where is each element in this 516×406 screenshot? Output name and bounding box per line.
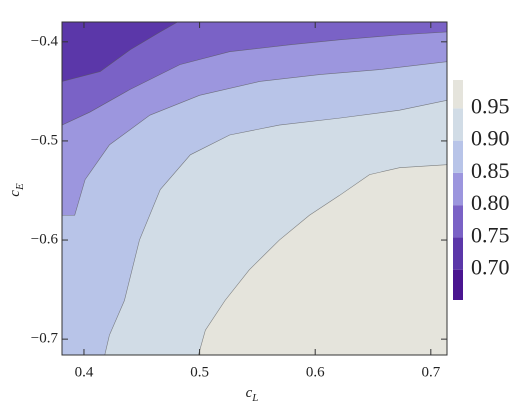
contour-area xyxy=(62,22,447,355)
y-tick-label: −0.5 xyxy=(31,132,58,148)
plot-frame xyxy=(61,21,448,356)
contour-line xyxy=(104,100,447,355)
y-label-main: c xyxy=(7,190,23,197)
y-tick-label: −0.7 xyxy=(31,331,59,347)
colorbar-label: 0.85 xyxy=(471,158,510,183)
contour-line xyxy=(62,61,447,216)
colorbar-band xyxy=(453,140,463,173)
x-tick-label: 0.6 xyxy=(306,364,325,380)
x-tick-label: 0.4 xyxy=(75,364,94,380)
colorbar-band xyxy=(453,205,463,238)
contour-line xyxy=(62,22,178,82)
contour-line xyxy=(198,164,447,355)
colorbar-label: 0.75 xyxy=(471,222,510,247)
axes: 0.4 0.5 0.6 0.7 −0.7 −0.6 −0.5 −0.4 xyxy=(31,21,448,380)
colorbar-band xyxy=(453,172,463,206)
contour-line xyxy=(62,31,447,126)
x-label-main: c xyxy=(246,385,253,401)
x-label-sub: L xyxy=(251,392,258,404)
colorbar-label: 0.70 xyxy=(471,255,510,280)
y-tick-label: −0.4 xyxy=(31,33,59,49)
colorbar-label: 0.80 xyxy=(471,190,510,215)
x-axis-label: cL xyxy=(246,385,259,403)
y-axis-label: cE xyxy=(7,183,25,197)
x-tick-label: 0.5 xyxy=(190,364,209,380)
colorbar-label: 0.95 xyxy=(471,93,510,118)
y-label-sub: E xyxy=(14,183,26,191)
colorbar-band xyxy=(453,269,463,300)
colorbar-band xyxy=(453,237,463,270)
y-tick-label: −0.6 xyxy=(31,231,59,247)
colorbar: 0.70 0.75 0.80 0.85 0.90 0.95 xyxy=(453,80,510,300)
colorbar-band xyxy=(453,108,463,141)
colorbar-label: 0.90 xyxy=(471,126,510,151)
contour-band xyxy=(198,164,447,355)
x-tick-label: 0.7 xyxy=(421,364,440,380)
colorbar-band xyxy=(453,80,463,109)
